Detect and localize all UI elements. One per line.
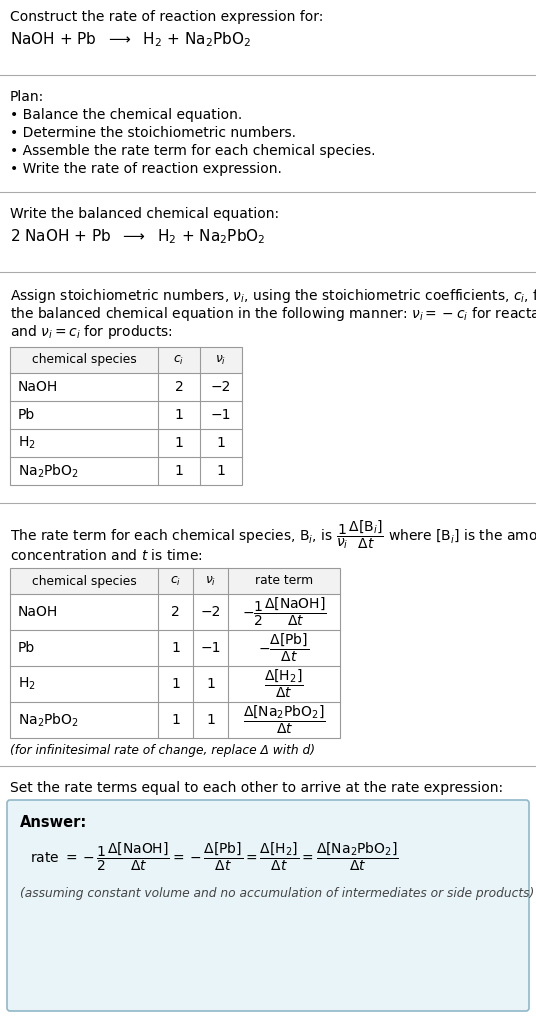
- Text: H$_2$: H$_2$: [18, 676, 36, 692]
- Text: Answer:: Answer:: [20, 815, 87, 830]
- Text: (for infinitesimal rate of change, replace Δ with d): (for infinitesimal rate of change, repla…: [10, 744, 315, 757]
- Text: $c_i$: $c_i$: [174, 354, 184, 367]
- Text: 1: 1: [206, 713, 215, 727]
- Bar: [10, 568, 340, 594]
- Text: Write the balanced chemical equation:: Write the balanced chemical equation:: [10, 207, 279, 221]
- Text: Na$_2$PbO$_2$: Na$_2$PbO$_2$: [18, 462, 79, 480]
- Text: • Write the rate of reaction expression.: • Write the rate of reaction expression.: [10, 162, 282, 176]
- Text: • Balance the chemical equation.: • Balance the chemical equation.: [10, 108, 242, 122]
- Text: 2: 2: [171, 605, 180, 619]
- Text: H$_2$: H$_2$: [18, 435, 36, 451]
- Text: $\dfrac{\Delta[\mathrm{H_2}]}{\Delta t}$: $\dfrac{\Delta[\mathrm{H_2}]}{\Delta t}$: [264, 668, 304, 700]
- Text: 1: 1: [175, 436, 183, 450]
- Text: 1: 1: [171, 713, 180, 727]
- Text: concentration and $t$ is time:: concentration and $t$ is time:: [10, 548, 203, 563]
- Text: $-\dfrac{1}{2}\dfrac{\Delta[\mathrm{NaOH}]}{\Delta t}$: $-\dfrac{1}{2}\dfrac{\Delta[\mathrm{NaOH…: [242, 595, 326, 628]
- Text: Construct the rate of reaction expression for:: Construct the rate of reaction expressio…: [10, 10, 323, 24]
- Text: chemical species: chemical species: [32, 574, 136, 587]
- Text: Pb: Pb: [18, 408, 35, 422]
- Text: 1: 1: [175, 408, 183, 422]
- Text: (assuming constant volume and no accumulation of intermediates or side products): (assuming constant volume and no accumul…: [20, 887, 534, 900]
- Text: −1: −1: [200, 641, 221, 655]
- Text: the balanced chemical equation in the following manner: $\nu_i = -c_i$ for react: the balanced chemical equation in the fo…: [10, 305, 536, 323]
- Text: NaOH: NaOH: [18, 605, 58, 619]
- Text: and $\nu_i = c_i$ for products:: and $\nu_i = c_i$ for products:: [10, 323, 173, 341]
- Text: • Assemble the rate term for each chemical species.: • Assemble the rate term for each chemic…: [10, 144, 376, 158]
- Text: −2: −2: [211, 380, 231, 394]
- Bar: [10, 347, 242, 485]
- Text: • Determine the stoichiometric numbers.: • Determine the stoichiometric numbers.: [10, 126, 296, 140]
- Text: 1: 1: [175, 464, 183, 478]
- Text: −2: −2: [200, 605, 221, 619]
- Text: rate term: rate term: [255, 574, 313, 587]
- Text: 1: 1: [171, 677, 180, 691]
- Text: 1: 1: [171, 641, 180, 655]
- Text: $c_i$: $c_i$: [170, 574, 181, 587]
- Text: The rate term for each chemical species, B$_i$, is $\dfrac{1}{\nu_i}\dfrac{\Delt: The rate term for each chemical species,…: [10, 518, 536, 551]
- Text: $\nu_i$: $\nu_i$: [215, 354, 227, 367]
- Text: NaOH + Pb  $\longrightarrow$  H$_2$ + Na$_2$PbO$_2$: NaOH + Pb $\longrightarrow$ H$_2$ + Na$_…: [10, 30, 251, 49]
- FancyBboxPatch shape: [7, 800, 529, 1011]
- Text: rate $= -\dfrac{1}{2}\dfrac{\Delta[\mathrm{NaOH}]}{\Delta t} = -\dfrac{\Delta[\m: rate $= -\dfrac{1}{2}\dfrac{\Delta[\math…: [30, 841, 399, 874]
- Text: $\nu_i$: $\nu_i$: [205, 574, 216, 587]
- Text: 1: 1: [217, 436, 226, 450]
- Text: NaOH: NaOH: [18, 380, 58, 394]
- Text: 2: 2: [175, 380, 183, 394]
- Text: $\dfrac{\Delta[\mathrm{Na_2PbO_2}]}{\Delta t}$: $\dfrac{\Delta[\mathrm{Na_2PbO_2}]}{\Del…: [243, 704, 325, 737]
- Text: $-\dfrac{\Delta[\mathrm{Pb}]}{\Delta t}$: $-\dfrac{\Delta[\mathrm{Pb}]}{\Delta t}$: [258, 632, 310, 664]
- Text: chemical species: chemical species: [32, 354, 136, 367]
- Text: 1: 1: [206, 677, 215, 691]
- Text: Set the rate terms equal to each other to arrive at the rate expression:: Set the rate terms equal to each other t…: [10, 781, 503, 795]
- Text: Assign stoichiometric numbers, $\nu_i$, using the stoichiometric coefficients, $: Assign stoichiometric numbers, $\nu_i$, …: [10, 287, 536, 305]
- Text: Plan:: Plan:: [10, 90, 44, 104]
- Text: −1: −1: [211, 408, 231, 422]
- Bar: [10, 347, 242, 373]
- Text: Na$_2$PbO$_2$: Na$_2$PbO$_2$: [18, 711, 79, 728]
- Text: Pb: Pb: [18, 641, 35, 655]
- Text: 1: 1: [217, 464, 226, 478]
- Text: 2 NaOH + Pb  $\longrightarrow$  H$_2$ + Na$_2$PbO$_2$: 2 NaOH + Pb $\longrightarrow$ H$_2$ + Na…: [10, 227, 265, 246]
- Bar: [10, 568, 340, 738]
